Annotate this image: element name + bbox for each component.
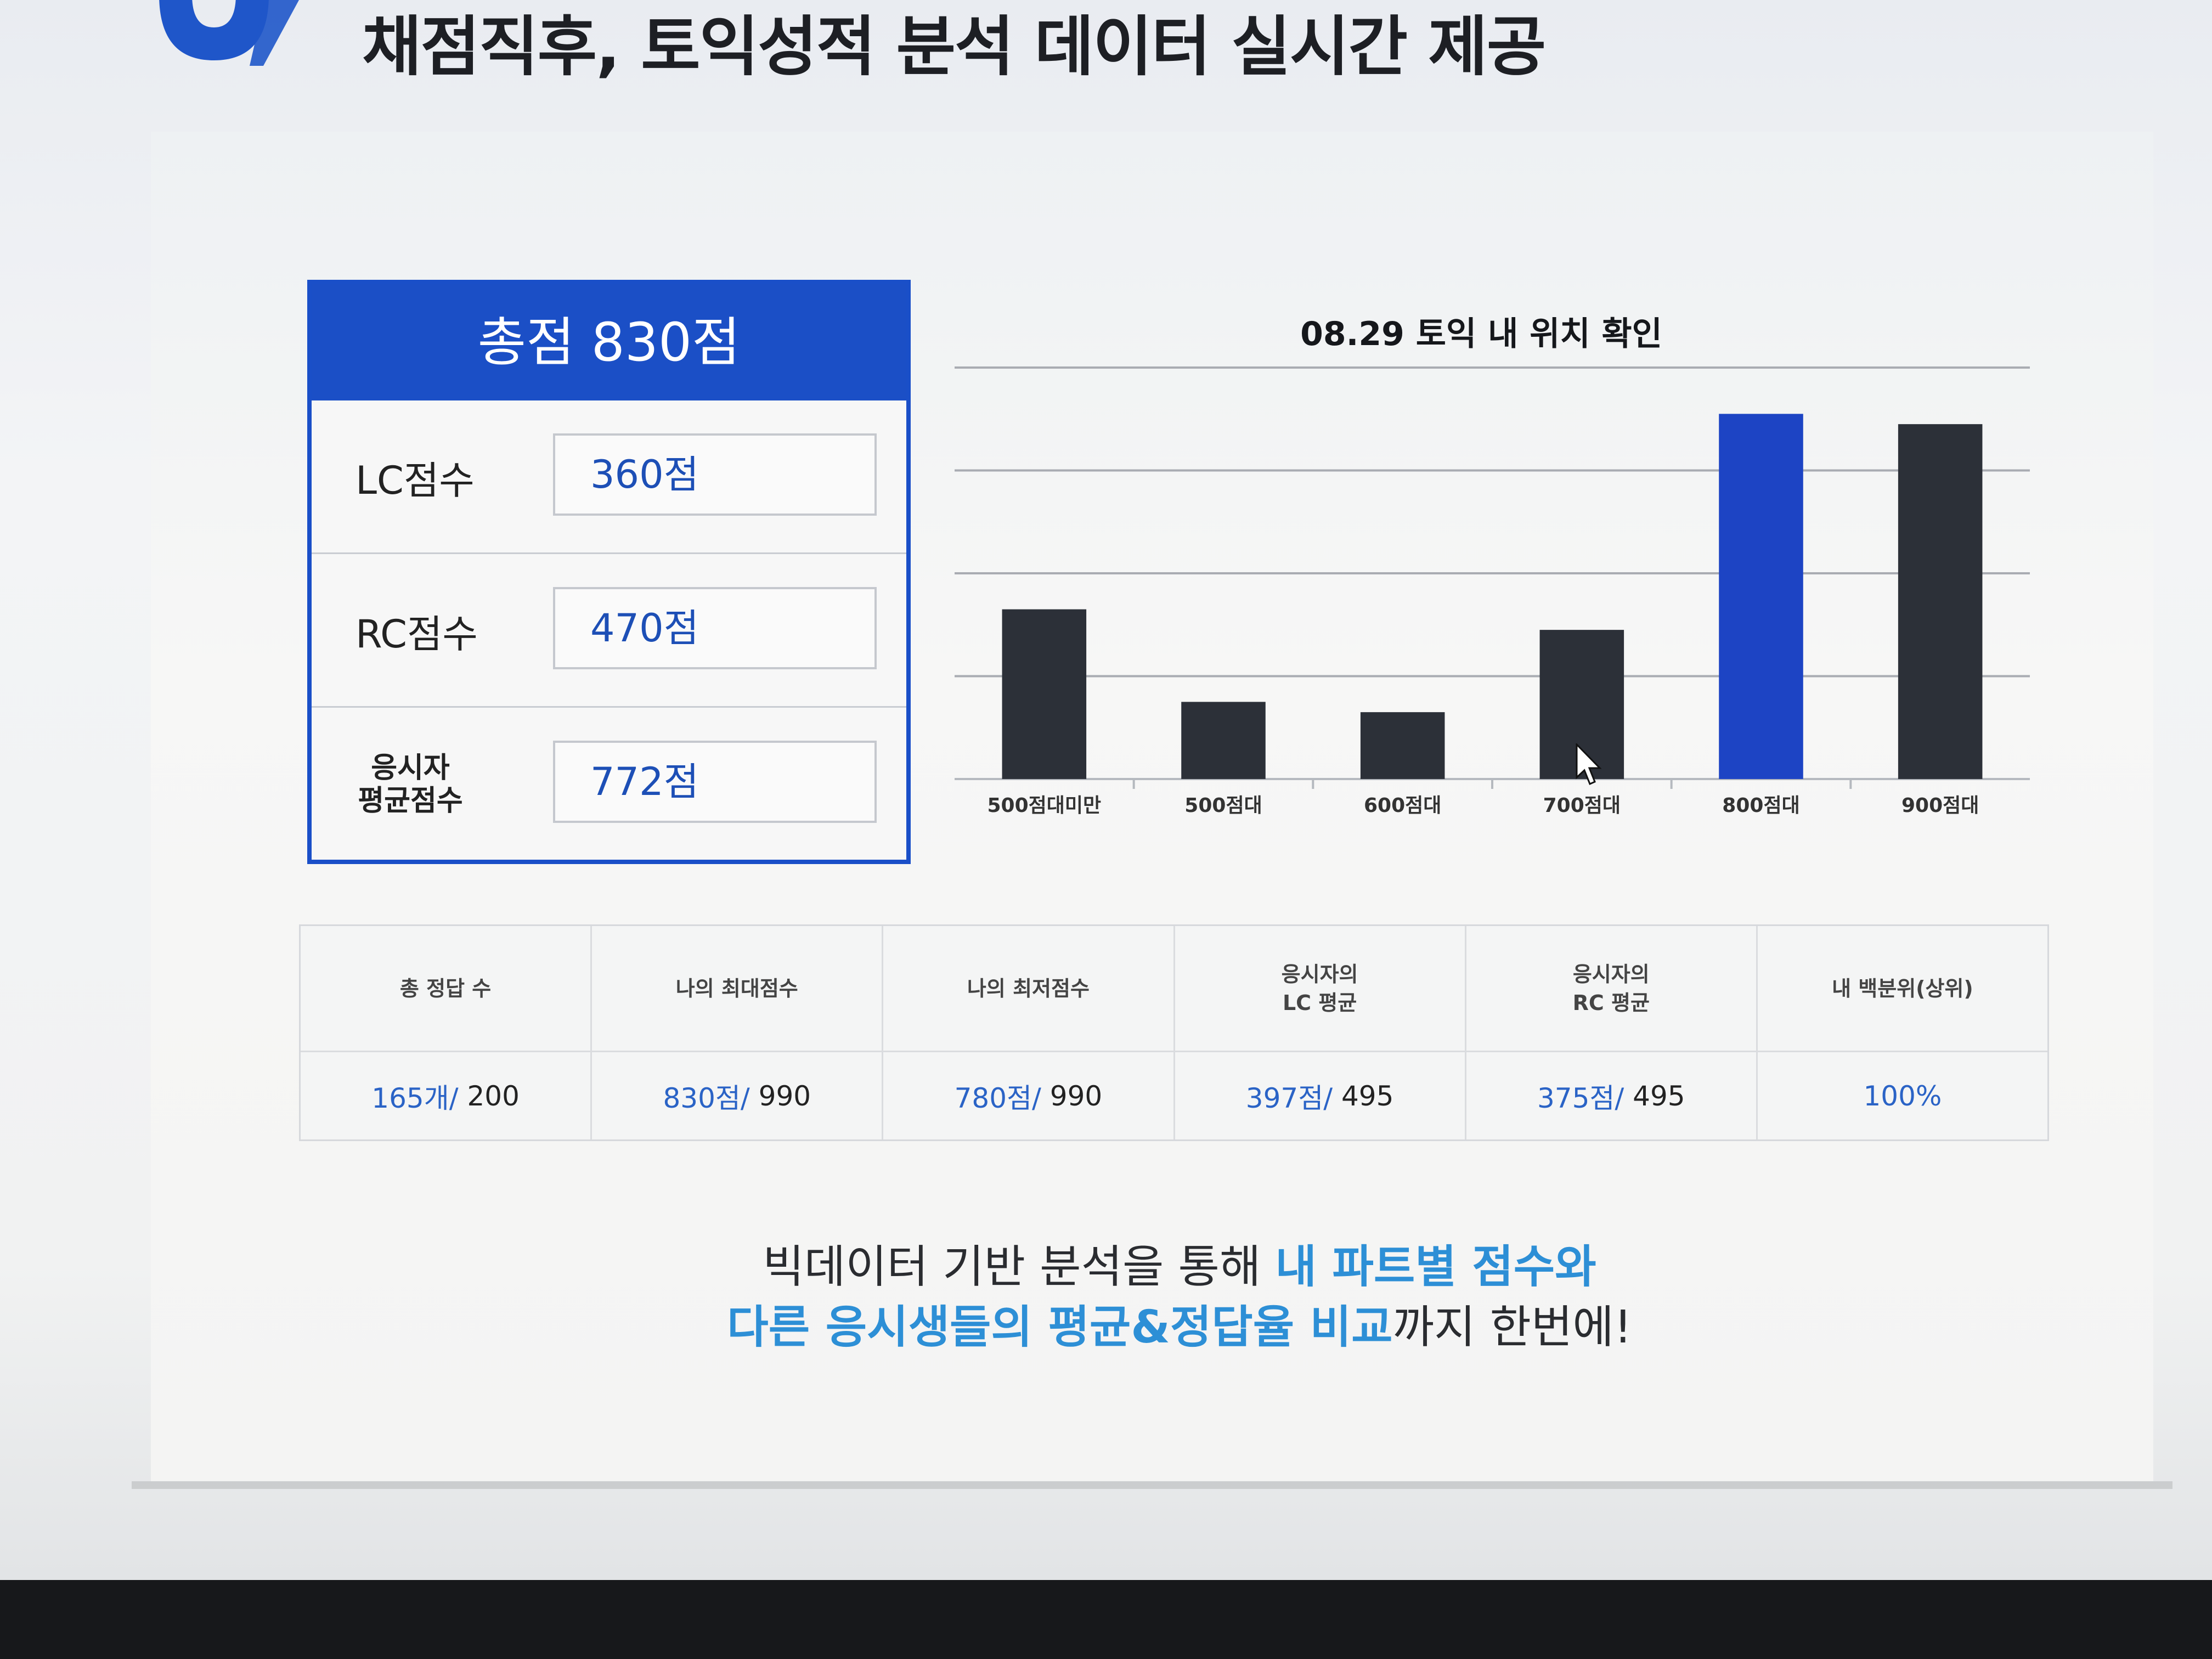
stat-header: 내 백분위(상위): [1757, 926, 2048, 1052]
stat-column: 총 정답 수 165개/ 200: [301, 926, 592, 1139]
stat-value: 100%: [1758, 1052, 2047, 1140]
stat-value-highlight: 397점/: [1245, 1082, 1333, 1114]
caption-line-2-plain: 까지 한번에!: [1392, 1301, 1632, 1353]
stat-value-highlight: 780점/: [954, 1082, 1041, 1114]
bar-chart: 500점대미만 500점대 600점대 700점대 800점대 900점대: [955, 366, 2030, 817]
bar-500점대: [1181, 702, 1266, 779]
stat-column: 나의 최대점수 830점/ 990: [592, 926, 884, 1140]
screen: 채점직후, 토익성적 분석 데이터 실시간 제공 총점 830점 LC점수 36…: [0, 0, 2212, 1580]
lc-score-label: LC점수: [356, 458, 475, 503]
stat-column: 나의 최저점수 780점/ 990: [883, 926, 1175, 1139]
caption-line-2: 다른 응시생들의 평균&정답율 비교까지 한번에!: [549, 1297, 1810, 1358]
mouse-cursor-icon: [1576, 743, 1602, 786]
avg-score-label: 응시자 평균점수: [358, 752, 463, 817]
rc-score-row: RC점수 470점: [312, 554, 906, 708]
stat-header: 응시자의 LC 평균: [1175, 926, 1465, 1052]
total-score: 총점 830점: [312, 284, 906, 400]
stat-value: 397점/ 495: [1175, 1052, 1465, 1140]
bar-600점대: [1360, 712, 1445, 779]
stat-value-highlight: 830점/: [663, 1082, 750, 1114]
x-tick-label: 800점대: [1722, 794, 1799, 817]
section-number-logo: [159, 0, 299, 66]
stat-header: 나의 최저점수: [883, 926, 1173, 1052]
panel-shadow: [132, 1481, 2172, 1489]
bar-800점대: [1719, 414, 1803, 779]
stat-header: 나의 최대점수: [592, 926, 882, 1052]
stat-value-total: 990: [749, 1080, 811, 1112]
x-tick-label: 900점대: [1901, 794, 1979, 817]
rc-score-label: RC점수: [356, 611, 478, 657]
x-tick-label: 700점대: [1543, 794, 1621, 817]
lc-score-row: LC점수 360점: [312, 400, 906, 554]
bar-500점대미만: [1002, 609, 1087, 779]
stat-header: 응시자의 RC 평균: [1466, 926, 1756, 1052]
caption-line-2-highlight: 다른 응시생들의 평균&정답율 비교: [727, 1301, 1393, 1353]
promo-caption: 빅데이터 기반 분석을 통해 내 파트별 점수와 다른 응시생들의 평균&정답율…: [549, 1237, 1810, 1358]
avg-score-row: 응시자 평균점수 772점: [312, 708, 906, 861]
avg-score-value: 772점: [553, 741, 877, 823]
stat-value: 780점/ 990: [883, 1052, 1173, 1140]
lc-score-value: 360점: [553, 433, 877, 516]
stat-value: 830점/ 990: [592, 1052, 882, 1140]
x-tick-label: 600점대: [1364, 794, 1441, 817]
caption-line-1-plain: 빅데이터 기반 분석을 통해: [763, 1241, 1276, 1293]
caption-line-1-highlight: 내 파트별 점수와: [1275, 1241, 1596, 1293]
monitor-bezel: [0, 1580, 2212, 1659]
stat-value-total: 990: [1041, 1080, 1103, 1112]
stat-column: 내 백분위(상위) 100%: [1757, 926, 2048, 1140]
stats-table: 총 정답 수 165개/ 200 나의 최대점수 830점/ 990 나의 최저점수 78…: [299, 924, 2049, 1141]
stat-value-total: 495: [1624, 1080, 1685, 1112]
x-tick-label: 500점대미만: [988, 794, 1102, 817]
page-headline: 채점직후, 토익성적 분석 데이터 실시간 제공: [362, 9, 1546, 84]
stat-column: 응시자의 RC 평균 375점/ 495: [1466, 926, 1758, 1139]
stat-value-highlight: 100%: [1863, 1080, 1942, 1112]
x-tick-label: 500점대: [1184, 794, 1262, 817]
bar-900점대: [1898, 424, 1983, 779]
rc-score-value: 470점: [553, 587, 877, 669]
caption-line-1: 빅데이터 기반 분석을 통해 내 파트별 점수와: [549, 1237, 1810, 1297]
stat-value-total: 495: [1333, 1080, 1394, 1112]
stat-header: 총 정답 수: [301, 926, 591, 1052]
stat-value-highlight: 165개/: [371, 1082, 459, 1114]
position-chart: 08.29 토익 내 위치 확인 500점대미만 500점대 600점대 700점대 8…: [944, 296, 2041, 856]
score-card: 총점 830점 LC점수 360점 RC점수 470점 응시자 평균점수 772…: [307, 280, 911, 864]
chart-title: 08.29 토익 내 위치 확인: [1300, 315, 1662, 353]
stat-column: 응시자의 LC 평균 397점/ 495: [1175, 926, 1466, 1139]
stat-value: 165개/ 200: [301, 1052, 590, 1140]
stat-value-highlight: 375점/: [1537, 1082, 1624, 1114]
stat-value-total: 200: [458, 1080, 520, 1112]
stat-value: 375점/ 495: [1466, 1052, 1756, 1140]
